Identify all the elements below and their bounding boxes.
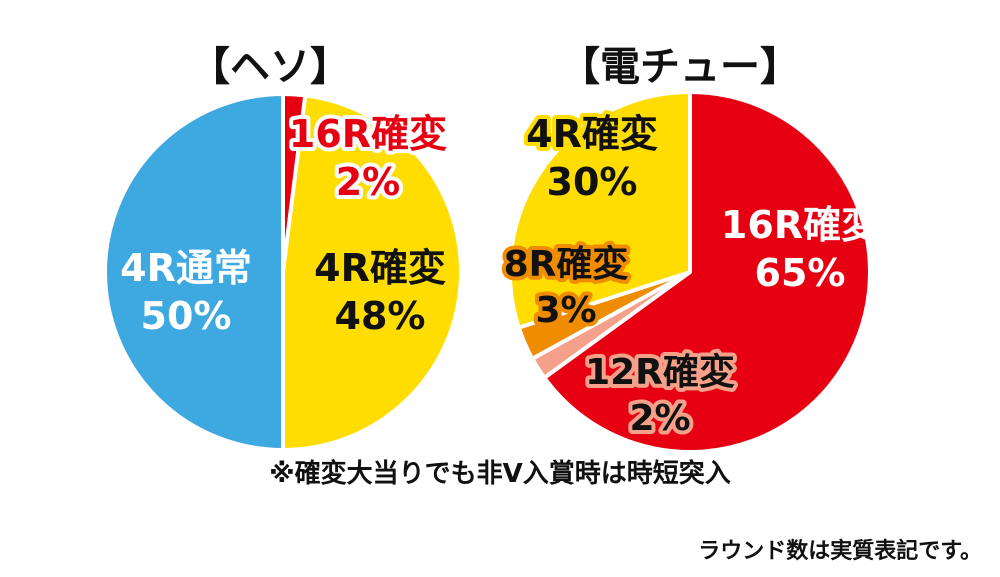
denchu-16r-kakuhen-value-label: 65% bbox=[755, 251, 846, 295]
heso-slice-4r-kakuhen bbox=[281, 93, 463, 452]
denchu-12r-kakuhen-name-label: 12R確変 bbox=[585, 351, 735, 393]
heso-4r-kakuhen-name-label: 4R確変 bbox=[314, 246, 446, 290]
denchu-16r-kakuhen-name-label: 16R確変 bbox=[721, 203, 879, 247]
denchu-4r-kakuhen-name-label: 4R確変 bbox=[526, 112, 658, 156]
heso-4r-tsujo-name-label: 4R通常 bbox=[120, 246, 252, 290]
denchu-12r-kakuhen-value-label: 2% bbox=[629, 398, 690, 439]
denchu-4r-kakuhen-value-label: 30% bbox=[547, 160, 638, 204]
denchu-slice-4r-kakuhen bbox=[508, 90, 692, 330]
disclaimer: ラウンド数は実質表記です。 bbox=[698, 538, 982, 564]
heso-slice-4r-tsujo bbox=[103, 92, 285, 452]
heso-16r-kakuhen-value-label: 2% bbox=[336, 160, 401, 204]
heso-4r-kakuhen-value-label: 48% bbox=[335, 294, 426, 338]
heso-chart-title: 【ヘソ】 bbox=[190, 44, 350, 90]
denchu-8r-kakuhen-value-label: 3% bbox=[535, 290, 596, 331]
footnote: ※確変大当りでも非V入賞時は時短突入 bbox=[269, 458, 730, 489]
denchu-8r-kakuhen-name-label: 8R確変 bbox=[504, 243, 629, 285]
denchu-chart-title: 【電チュー】 bbox=[560, 44, 800, 90]
denchu-slice-16r-kakuhen bbox=[542, 90, 872, 454]
heso-4r-tsujo-value-label: 50% bbox=[141, 294, 232, 338]
heso-16r-kakuhen-name-label: 16R確変 bbox=[289, 112, 447, 156]
